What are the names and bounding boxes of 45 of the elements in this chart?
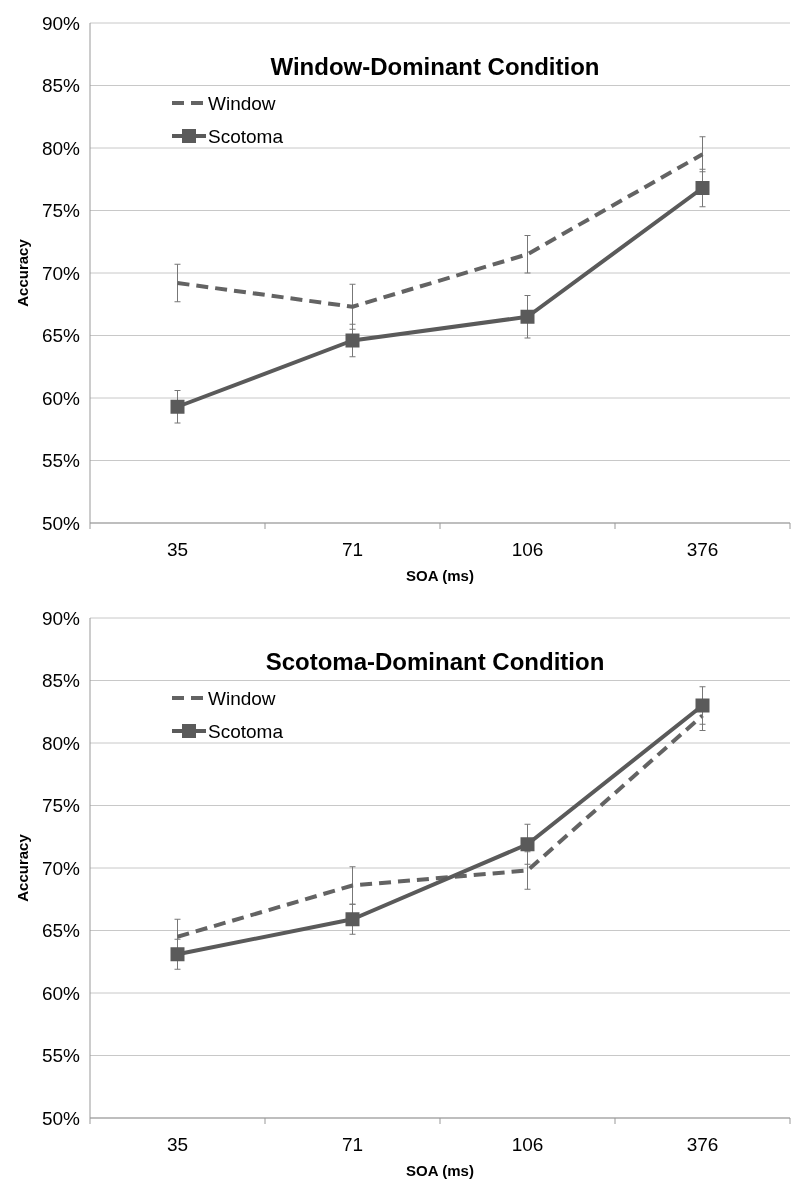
x-tick-label: 35 [166,539,189,560]
point [170,399,185,414]
y-tick-label: 70% [41,262,81,284]
y-tick-label: 55% [41,1045,81,1067]
y-tick-label: 80% [41,137,81,159]
y-tick-label: 85% [41,75,81,97]
x-tick-label: 376 [686,1134,719,1155]
point [345,333,360,348]
x-tick-label: 71 [341,539,364,560]
y-tick-label: 55% [41,450,81,472]
y-tick-label: 85% [41,670,81,692]
y-tick-label: 60% [41,387,81,409]
y-axis-title: Accuracy [14,238,31,307]
text: Scotoma-Dominant Condition [265,648,605,675]
point [695,698,710,713]
line-series [175,152,705,309]
y-tick-label: 65% [41,920,81,942]
legend-label: Scotoma [208,125,284,147]
y-tick-label: 75% [41,795,81,817]
y-tick-label: 50% [41,512,81,534]
point [170,947,185,962]
legend-label: Window [208,92,276,114]
y-tick-label: 60% [41,982,81,1004]
y-tick-label: 90% [41,607,81,629]
y-tick-label: 50% [41,1107,81,1129]
x-tick-label: 35 [166,1134,189,1155]
x-tick-label: 376 [686,539,719,560]
x-tick-label: 106 [511,539,544,560]
x-tick-label: 106 [511,1134,544,1155]
point [345,912,360,927]
legend-label: Scotoma [208,720,284,742]
x-tick-label: 71 [341,1134,364,1155]
y-tick-label: 75% [41,200,81,222]
y-axis-title: Accuracy [14,833,31,902]
x-axis-title: SOA (ms) [406,567,474,584]
y-tick-label: 80% [41,732,81,754]
x-axis-title: SOA (ms) [406,1162,474,1179]
text: Window-Dominant Condition [270,53,600,80]
point [520,309,535,324]
point [520,837,535,852]
y-tick-label: 65% [41,325,81,347]
legend-label: Window [208,687,276,709]
y-tick-label: 90% [41,12,81,34]
point [695,181,710,195]
y-tick-label: 70% [41,857,81,879]
